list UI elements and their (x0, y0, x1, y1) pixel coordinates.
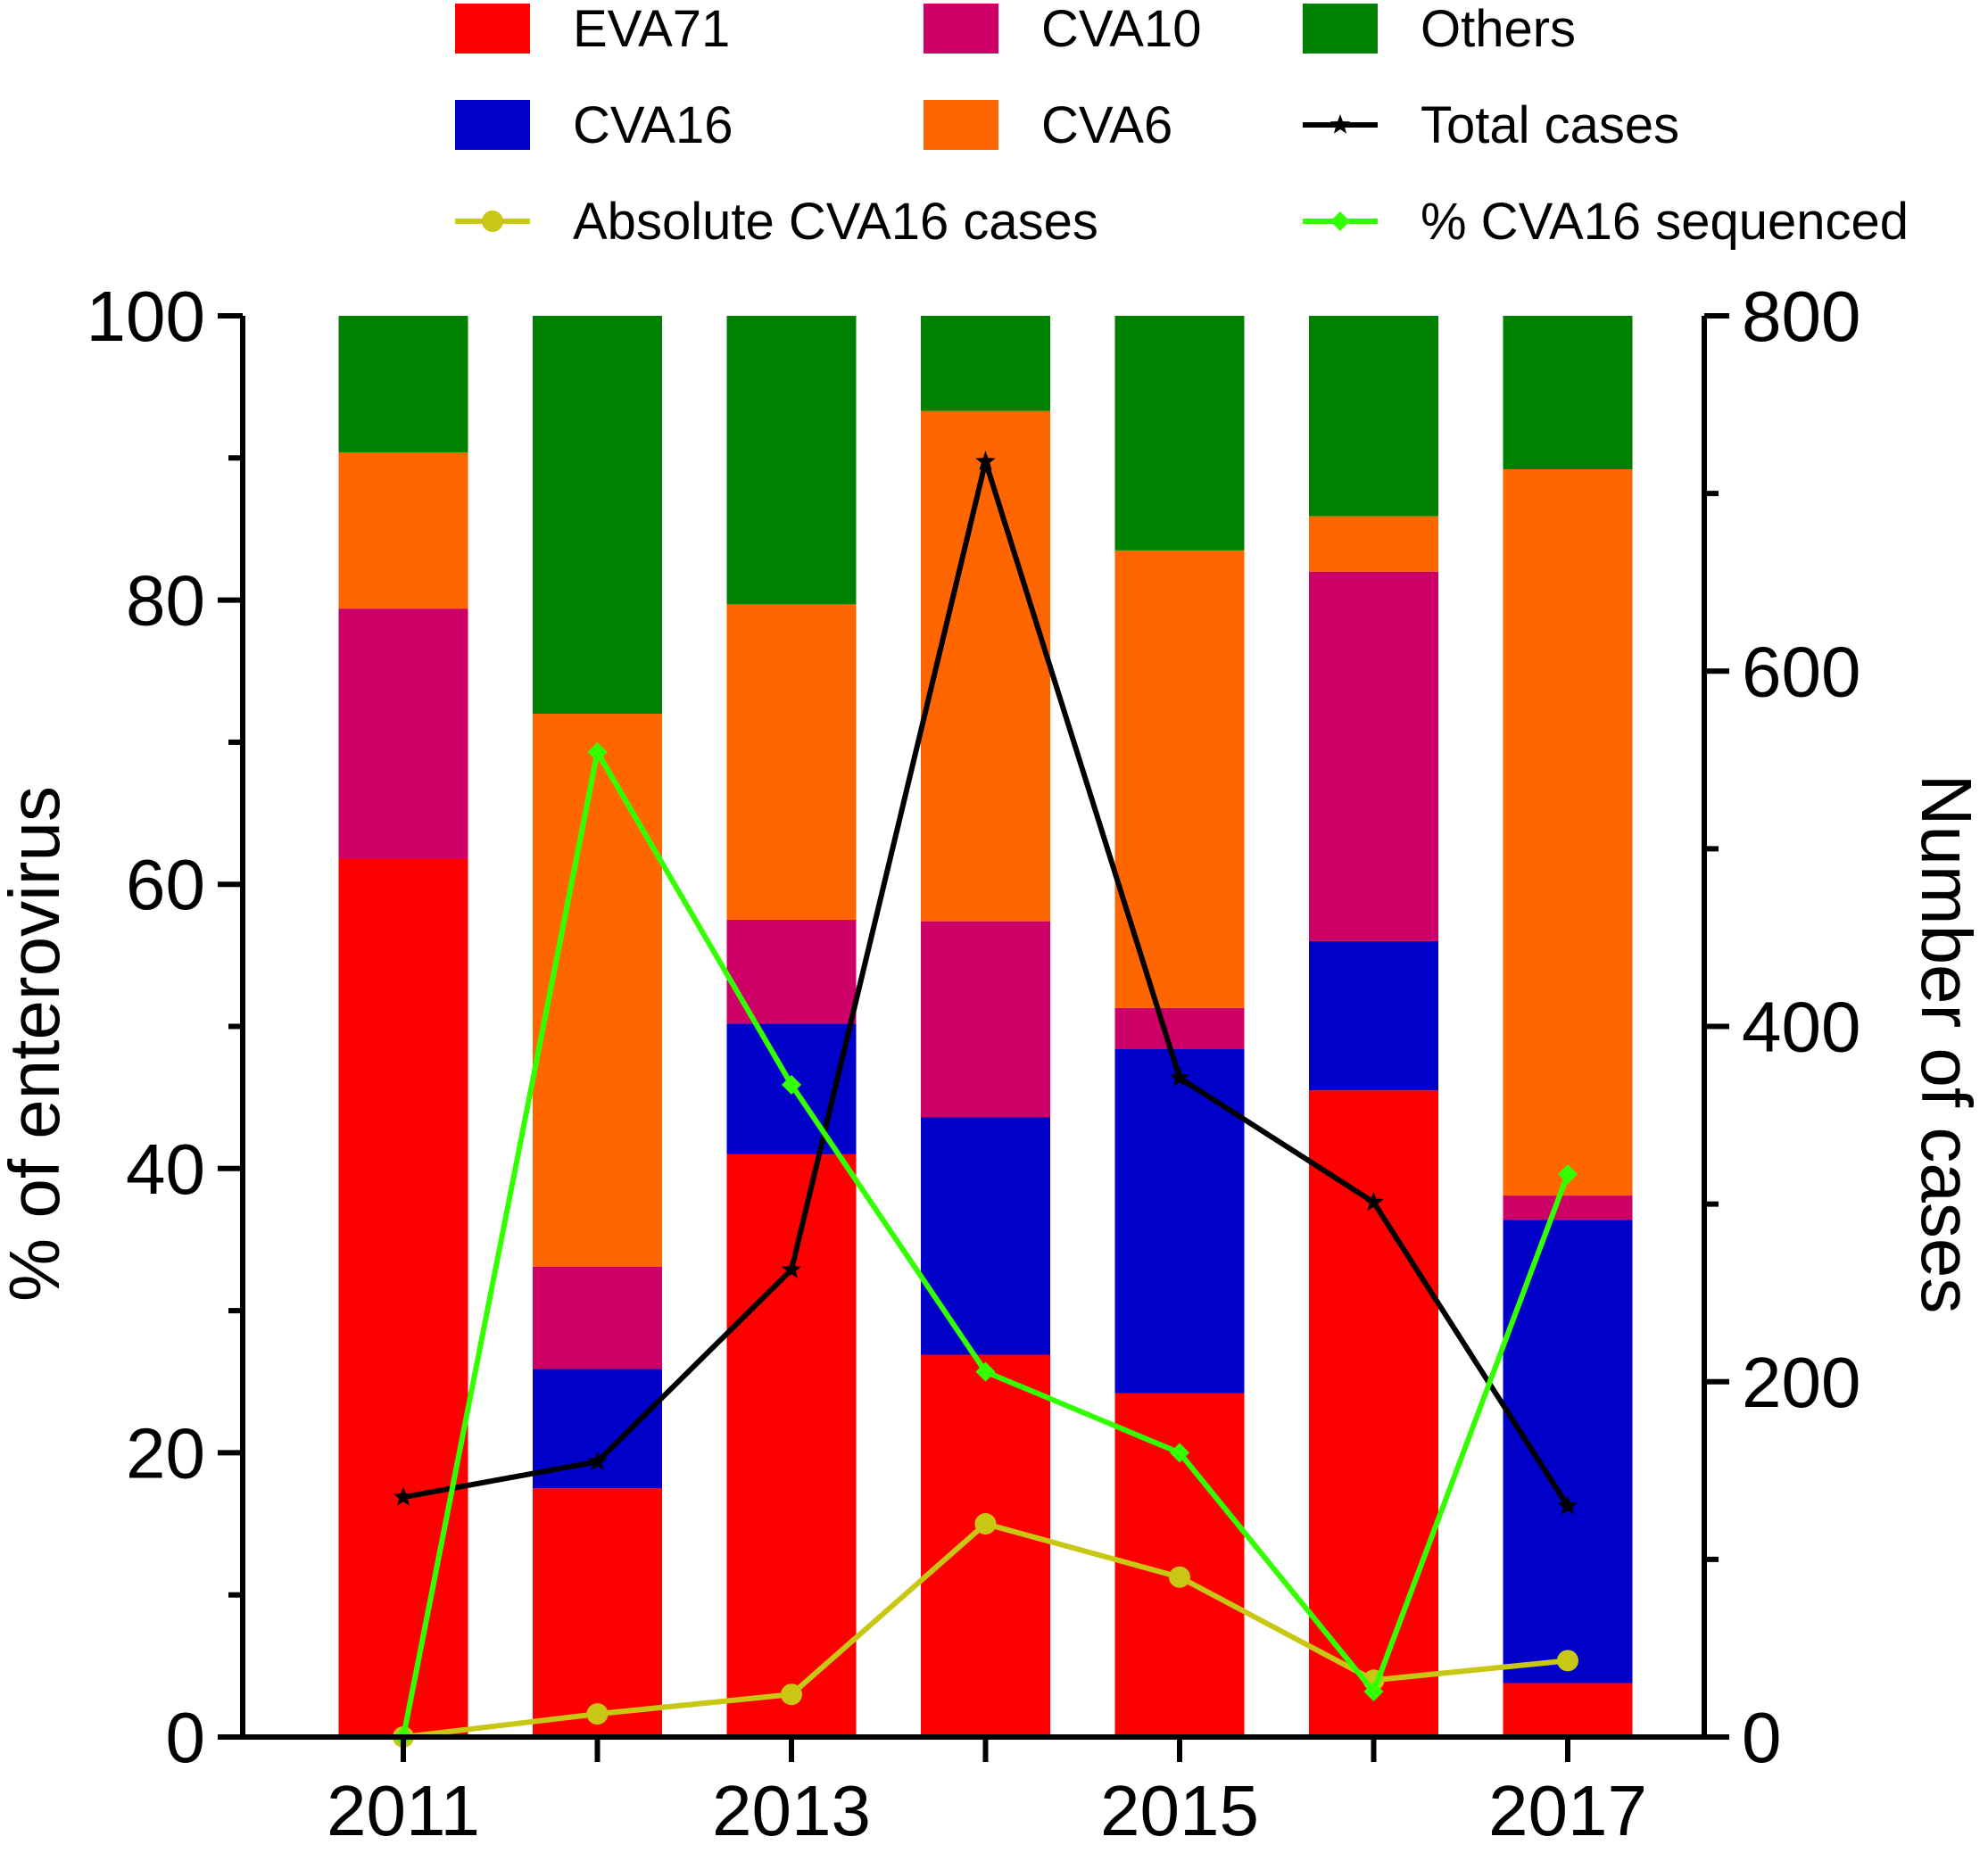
legend-label-cva10: CVA10 (1041, 0, 1201, 58)
x-tick-label: 2013 (712, 1771, 871, 1850)
point-pct-cva16-sequenced-2016 (1363, 1682, 1384, 1702)
y-axis-title: % of enterovirus (0, 786, 74, 1302)
point-pct-cva16-sequenced-2017 (1558, 1164, 1578, 1185)
point-absolute-cva16-cases-2014 (974, 1513, 997, 1535)
legend-swatch-cva6 (924, 100, 998, 150)
point-total-cases-2015 (1169, 1067, 1190, 1087)
point-pct-cva16-sequenced-2012 (587, 742, 608, 763)
point-total-cases-2011 (393, 1486, 414, 1506)
y2-tick-label: 0 (1742, 1698, 1782, 1777)
point-total-cases-2017 (1557, 1495, 1578, 1515)
bar-others-2013 (726, 316, 857, 605)
axes: 0 20 40 60 80 100 0 200 400 600 800 2011 2013 2015 201… (87, 277, 1861, 1850)
bar-cva6-2016 (1309, 516, 1438, 572)
y-tick-label: 100 (87, 277, 205, 356)
point-total-cases-2016 (1363, 1191, 1384, 1212)
bar-cva6-2017 (1503, 469, 1633, 1196)
bar-cva16-2017 (1503, 1220, 1633, 1683)
y2-tick-label: 600 (1742, 632, 1860, 711)
legend-marker-absolute-cva16-cases (482, 211, 503, 232)
bar-others-2011 (338, 316, 468, 452)
stacked-bars (338, 316, 1633, 1737)
legend-marker-total-cases (1329, 114, 1351, 134)
y2-tick-label: 800 (1742, 277, 1860, 356)
bar-others-2014 (921, 316, 1050, 411)
legend-label-cva16: CVA16 (573, 96, 733, 154)
legend-label-absolute-cva16-cases: Absolute CVA16 cases (573, 193, 1098, 251)
x-tick-label: 2011 (327, 1771, 480, 1850)
point-pct-cva16-sequenced-2014 (975, 1361, 996, 1382)
point-total-cases-2014 (975, 451, 996, 470)
bar-cva6-2013 (726, 604, 857, 921)
bar-eva71-2014 (921, 1354, 1050, 1737)
bar-others-2015 (1114, 316, 1245, 550)
bar-cva6-2015 (1114, 550, 1245, 1008)
bar-others-2016 (1309, 316, 1438, 517)
legend-label-cva6: CVA6 (1041, 96, 1172, 154)
bar-cva10-2016 (1309, 571, 1438, 941)
point-absolute-cva16-cases-2015 (1169, 1566, 1190, 1588)
bar-cva10-2012 (533, 1266, 662, 1369)
bar-cva10-2011 (338, 608, 468, 859)
bar-eva71-2013 (726, 1154, 857, 1737)
bar-cva10-2014 (921, 921, 1050, 1118)
legend-label-total-cases: Total cases (1421, 96, 1679, 154)
line-series (393, 451, 1578, 1748)
point-total-cases-2013 (781, 1259, 802, 1278)
point-absolute-cva16-cases-2013 (781, 1683, 802, 1706)
point-absolute-cva16-cases-2012 (586, 1703, 609, 1725)
x-tick-label: 2017 (1488, 1771, 1647, 1850)
bar-eva71-2017 (1503, 1683, 1633, 1737)
point-total-cases-2012 (587, 1451, 608, 1471)
bar-eva71-2012 (533, 1488, 662, 1737)
bar-cva6-2012 (533, 714, 662, 1267)
bar-cva16-2016 (1309, 940, 1438, 1091)
bar-cva10-2017 (1503, 1195, 1633, 1220)
y-tick-label: 40 (126, 1129, 205, 1209)
point-absolute-cva16-cases-2017 (1557, 1650, 1578, 1672)
legend-label-pct-cva16-sequenced: % CVA16 sequenced (1421, 193, 1909, 251)
x-tick-label: 2015 (1100, 1771, 1259, 1850)
bar-cva10-2015 (1114, 1007, 1245, 1049)
y-tick-label: 0 (166, 1698, 206, 1777)
legend: EVA71 CVA16 CVA10 CVA6 Others Total cases Abso… (455, 0, 1909, 251)
legend-swatch-eva71 (455, 4, 530, 54)
y-tick-label: 20 (126, 1413, 205, 1493)
legend-label-eva71: EVA71 (573, 0, 730, 58)
y-tick-label: 80 (126, 561, 205, 641)
legend-swatch-others (1303, 4, 1378, 54)
y-tick-label: 60 (126, 845, 205, 924)
bar-others-2012 (533, 316, 662, 715)
y2-tick-label: 200 (1742, 1343, 1860, 1422)
bar-eva71-2011 (338, 858, 468, 1737)
bar-cva6-2014 (921, 410, 1050, 922)
point-pct-cva16-sequenced-2015 (1170, 1443, 1189, 1463)
point-pct-cva16-sequenced-2013 (782, 1074, 801, 1095)
bar-others-2017 (1503, 316, 1633, 470)
legend-label-others: Others (1421, 0, 1576, 58)
y2-axis-title: Number of cases (1907, 774, 1986, 1314)
legend-swatch-cva16 (455, 100, 530, 150)
bar-cva16-2015 (1114, 1048, 1245, 1394)
bar-cva16-2014 (921, 1117, 1050, 1355)
legend-marker-pct-cva16-sequenced (1330, 211, 1350, 231)
bar-cva6-2011 (338, 451, 468, 609)
legend-swatch-cva10 (924, 4, 998, 54)
y2-tick-label: 400 (1742, 988, 1860, 1067)
